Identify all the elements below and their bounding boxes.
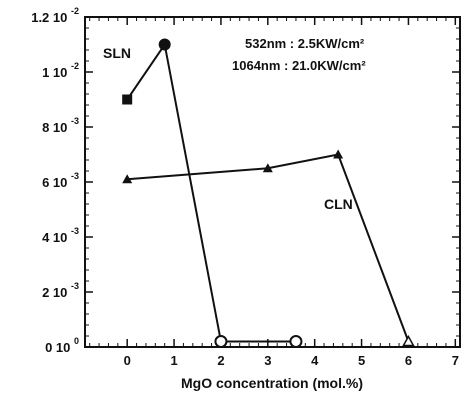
data-point-sln bbox=[122, 94, 133, 105]
y-tick-mantissa: 4 10 bbox=[42, 230, 71, 245]
y-tick-label: 8 10 -3 bbox=[42, 116, 79, 135]
series-markers bbox=[122, 38, 415, 348]
y-tick-label: 4 10 -3 bbox=[42, 226, 79, 245]
y-tick-exponent: -3 bbox=[71, 281, 79, 291]
y-tick-exponent: -3 bbox=[71, 226, 79, 236]
data-point-sln bbox=[289, 335, 303, 348]
y-tick-exponent: 0 bbox=[74, 336, 79, 346]
x-axis-title: MgO concentration (mol.%) bbox=[181, 375, 363, 391]
x-tick-label: 4 bbox=[311, 353, 319, 368]
data-point-cln bbox=[122, 174, 133, 184]
data-point-sln bbox=[158, 38, 171, 51]
y-tick-exponent: -3 bbox=[71, 116, 79, 126]
series-lines bbox=[126, 41, 410, 343]
annotation-532nm: 532nm : 2.5KW/cm² bbox=[245, 36, 365, 51]
y-tick-exponent: -3 bbox=[71, 171, 79, 181]
series-label-sln: SLN bbox=[103, 45, 131, 61]
y-tick-mantissa: 0 10 bbox=[45, 340, 74, 355]
y-tick-mantissa: 1.2 10 bbox=[31, 10, 71, 25]
x-tick-label: 6 bbox=[405, 353, 412, 368]
y-tick-exponent: -2 bbox=[71, 6, 79, 16]
data-point-cln bbox=[333, 149, 344, 159]
x-tick-labels: 0 1 2 3 4 5 6 7 bbox=[124, 353, 459, 368]
y-tick-label: 1.2 10 -2 bbox=[31, 6, 79, 25]
annotation-1064nm: 1064nm : 21.0KW/cm² bbox=[232, 58, 366, 73]
series-line-sln bbox=[126, 41, 296, 343]
y-tick-mantissa: 2 10 bbox=[42, 285, 71, 300]
y-tick-mantissa: 8 10 bbox=[42, 120, 71, 135]
y-tick-label: 6 10 -3 bbox=[42, 171, 79, 190]
y-tick-labels: 0 10 02 10 -34 10 -36 10 -38 10 -31 10 -… bbox=[31, 6, 79, 355]
x-tick-label: 1 bbox=[170, 353, 177, 368]
x-tick-label: 2 bbox=[217, 353, 224, 368]
x-tick-label: 3 bbox=[264, 353, 271, 368]
x-tick-label: 5 bbox=[358, 353, 365, 368]
series-line-cln bbox=[127, 153, 410, 342]
data-point-cln bbox=[262, 163, 273, 173]
series-label-cln: CLN bbox=[324, 196, 353, 212]
y-tick-label: 0 10 0 bbox=[45, 336, 79, 355]
tick-marks bbox=[85, 16, 460, 348]
y-tick-label: 2 10 -3 bbox=[42, 281, 79, 300]
y-tick-mantissa: 1 10 bbox=[42, 65, 71, 80]
x-tick-label: 0 bbox=[124, 353, 131, 368]
y-tick-label: 1 10 -2 bbox=[42, 61, 79, 80]
data-point-cln bbox=[402, 334, 415, 347]
y-tick-exponent: -2 bbox=[71, 61, 79, 71]
y-tick-mantissa: 6 10 bbox=[42, 175, 71, 190]
data-point-sln bbox=[214, 335, 228, 348]
x-tick-label: 7 bbox=[452, 353, 459, 368]
